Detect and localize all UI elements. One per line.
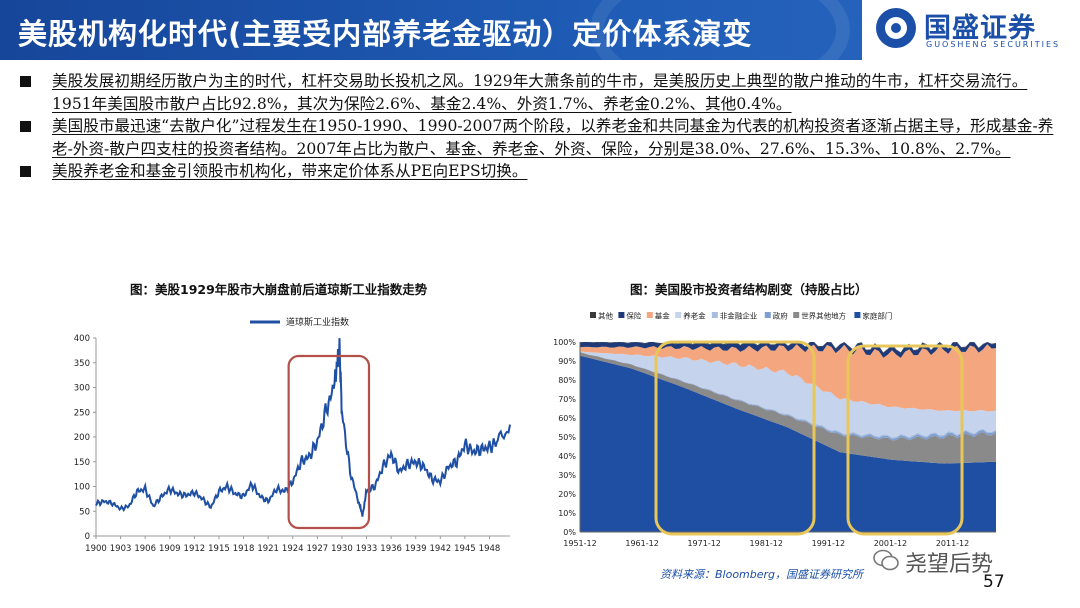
x-tick-label: 1933 [356, 544, 378, 554]
x-tick-label: 1936 [380, 544, 402, 554]
bullet-text: 美国股市最迅速“去散户化”过程发生在1950-1990、1990-2007两个阶… [52, 117, 1054, 158]
y-tick-label: 90% [558, 357, 576, 366]
legend-swatch [618, 312, 625, 318]
x-tick-label: 1924 [282, 544, 304, 554]
bullet-text: 美股发展初期经历散户为主的时代，杠杆交易助长投机之风。1929年大萧条前的牛市，… [52, 72, 1028, 113]
legend-swatch [711, 312, 718, 318]
legend-label: 政府 [773, 311, 788, 321]
legend-swatch [675, 312, 682, 318]
y-tick-label: 70% [558, 395, 576, 404]
y-tick-label: 100% [553, 338, 576, 347]
legend-swatch [793, 312, 800, 318]
left-figure-title: 图：美股1929年股市大崩盘前后道琼斯工业指数走势 [130, 282, 428, 297]
legend-label: 基金 [655, 311, 670, 321]
watermark-text: 尧望后势 [905, 552, 994, 577]
x-tick-label: 1971-12 [687, 539, 720, 548]
y-tick-label: 250 [74, 408, 90, 418]
legend-label: 非金融企业 [720, 311, 758, 321]
x-tick-label: 1961-12 [625, 539, 658, 548]
x-tick-label: 1915 [208, 544, 230, 554]
x-tick-label: 1927 [307, 544, 329, 554]
y-tick-label: 400 [74, 334, 90, 344]
y-tick-label: 200 [74, 433, 90, 443]
area-series [580, 355, 996, 532]
x-tick-label: 1918 [233, 544, 255, 554]
x-tick-label: 1906 [134, 544, 156, 554]
legend-label: 保险 [626, 311, 641, 321]
bullet-list: 美股发展初期经历散户为主的时代，杠杆交易助长投机之风。1929年大萧条前的牛市，… [20, 70, 1060, 183]
period-highlight-box [846, 344, 964, 536]
y-tick-label: 30% [558, 471, 576, 480]
company-logo: 国盛证券 GUOSHENG SECURITIES [862, 0, 1080, 60]
y-tick-label: 0% [563, 528, 576, 537]
y-tick-label: 50% [558, 433, 576, 442]
bullet-item: 美国股市最迅速“去散户化”过程发生在1950-1990、1990-2007两个阶… [20, 115, 1060, 160]
legend-swatch [646, 312, 653, 318]
legend-label: 家庭部门 [862, 311, 892, 321]
page-title: 美股机构化时代(主要受内部养老金驱动）定价体系演变 [18, 17, 753, 51]
dow-index-line [95, 338, 511, 517]
page-number: 57 [983, 572, 1005, 592]
y-tick-label: 20% [558, 490, 576, 499]
x-tick-label: 1939 [405, 544, 427, 554]
x-tick-label: 1981-12 [750, 539, 783, 548]
legend-label: 道琼斯工业指数 [286, 316, 349, 328]
logo-mark-icon [876, 8, 916, 48]
investor-structure-chart: 其他 保险 基金 养老金 非金融企业 政府 世界其他地方 家庭部门 0% 10% 20% 30% 40%… [553, 311, 996, 548]
x-tick-label: 1991-12 [812, 539, 845, 548]
x-tick-label: 1912 [184, 544, 206, 554]
legend-swatch [854, 312, 861, 318]
y-tick-label: 40% [558, 452, 576, 461]
y-tick-label: 350 [74, 359, 90, 369]
wechat-icon [873, 549, 899, 571]
legend-label: 世界其他地方 [801, 311, 846, 321]
bullet-square-icon [20, 121, 31, 133]
logo-text: 国盛证券 [924, 13, 1036, 44]
header-decoration [590, 0, 850, 60]
y-tick-label: 10% [558, 509, 576, 518]
bullet-square-icon [20, 166, 31, 178]
right-figure-title: 图：美国股市投资者结构剧变（持股占比） [630, 282, 868, 297]
logo-subtext: GUOSHENG SECURITIES [926, 40, 1061, 49]
source-note: 资料来源：Bloomberg，国盛证券研究所 [660, 568, 864, 581]
y-tick-label: 50 [79, 507, 90, 517]
y-tick-label: 100 [74, 483, 90, 493]
legend-label: 其他 [598, 311, 613, 321]
area-series [580, 344, 996, 412]
y-tick-label: 150 [74, 458, 90, 468]
y-tick-label: 60% [558, 414, 576, 423]
legend-swatch [764, 312, 771, 318]
bullet-item: 美股养老金和基金引领股市机构化，带来定价体系从PE向EPS切换。 [20, 160, 1060, 183]
x-tick-label: 1909 [159, 544, 181, 554]
area-series [580, 351, 996, 438]
x-tick-label: 1921 [257, 544, 279, 554]
x-tick-label: 1942 [429, 544, 451, 554]
legend-swatch [590, 312, 596, 318]
chart-legend: 其他 保险 基金 养老金 非金融企业 政府 世界其他地方 家庭部门 [590, 311, 892, 321]
x-tick-label: 1900 [85, 544, 107, 554]
period-highlight-box [654, 340, 816, 536]
x-tick-label: 2011-12 [936, 539, 969, 548]
x-tick-label: 1945 [454, 544, 476, 554]
y-tick-label: 80% [558, 376, 576, 385]
x-tick-label: 1948 [479, 544, 501, 554]
x-tick-label: 1930 [331, 544, 353, 554]
y-tick-label: 300 [74, 384, 90, 394]
x-tick-label: 1903 [110, 544, 132, 554]
bullet-item: 美股发展初期经历散户为主的时代，杠杆交易助长投机之风。1929年大萧条前的牛市，… [20, 70, 1060, 115]
area-series [580, 352, 996, 464]
legend-label: 养老金 [683, 311, 706, 321]
x-tick-label: 2001-12 [874, 539, 907, 548]
y-tick-label: 0 [85, 532, 90, 542]
crash-highlight-box [287, 354, 371, 530]
x-tick-label: 1951-12 [563, 539, 596, 548]
bullet-square-icon [20, 76, 31, 87]
bullet-text: 美股养老金和基金引领股市机构化，带来定价体系从PE向EPS切换。 [52, 162, 528, 181]
